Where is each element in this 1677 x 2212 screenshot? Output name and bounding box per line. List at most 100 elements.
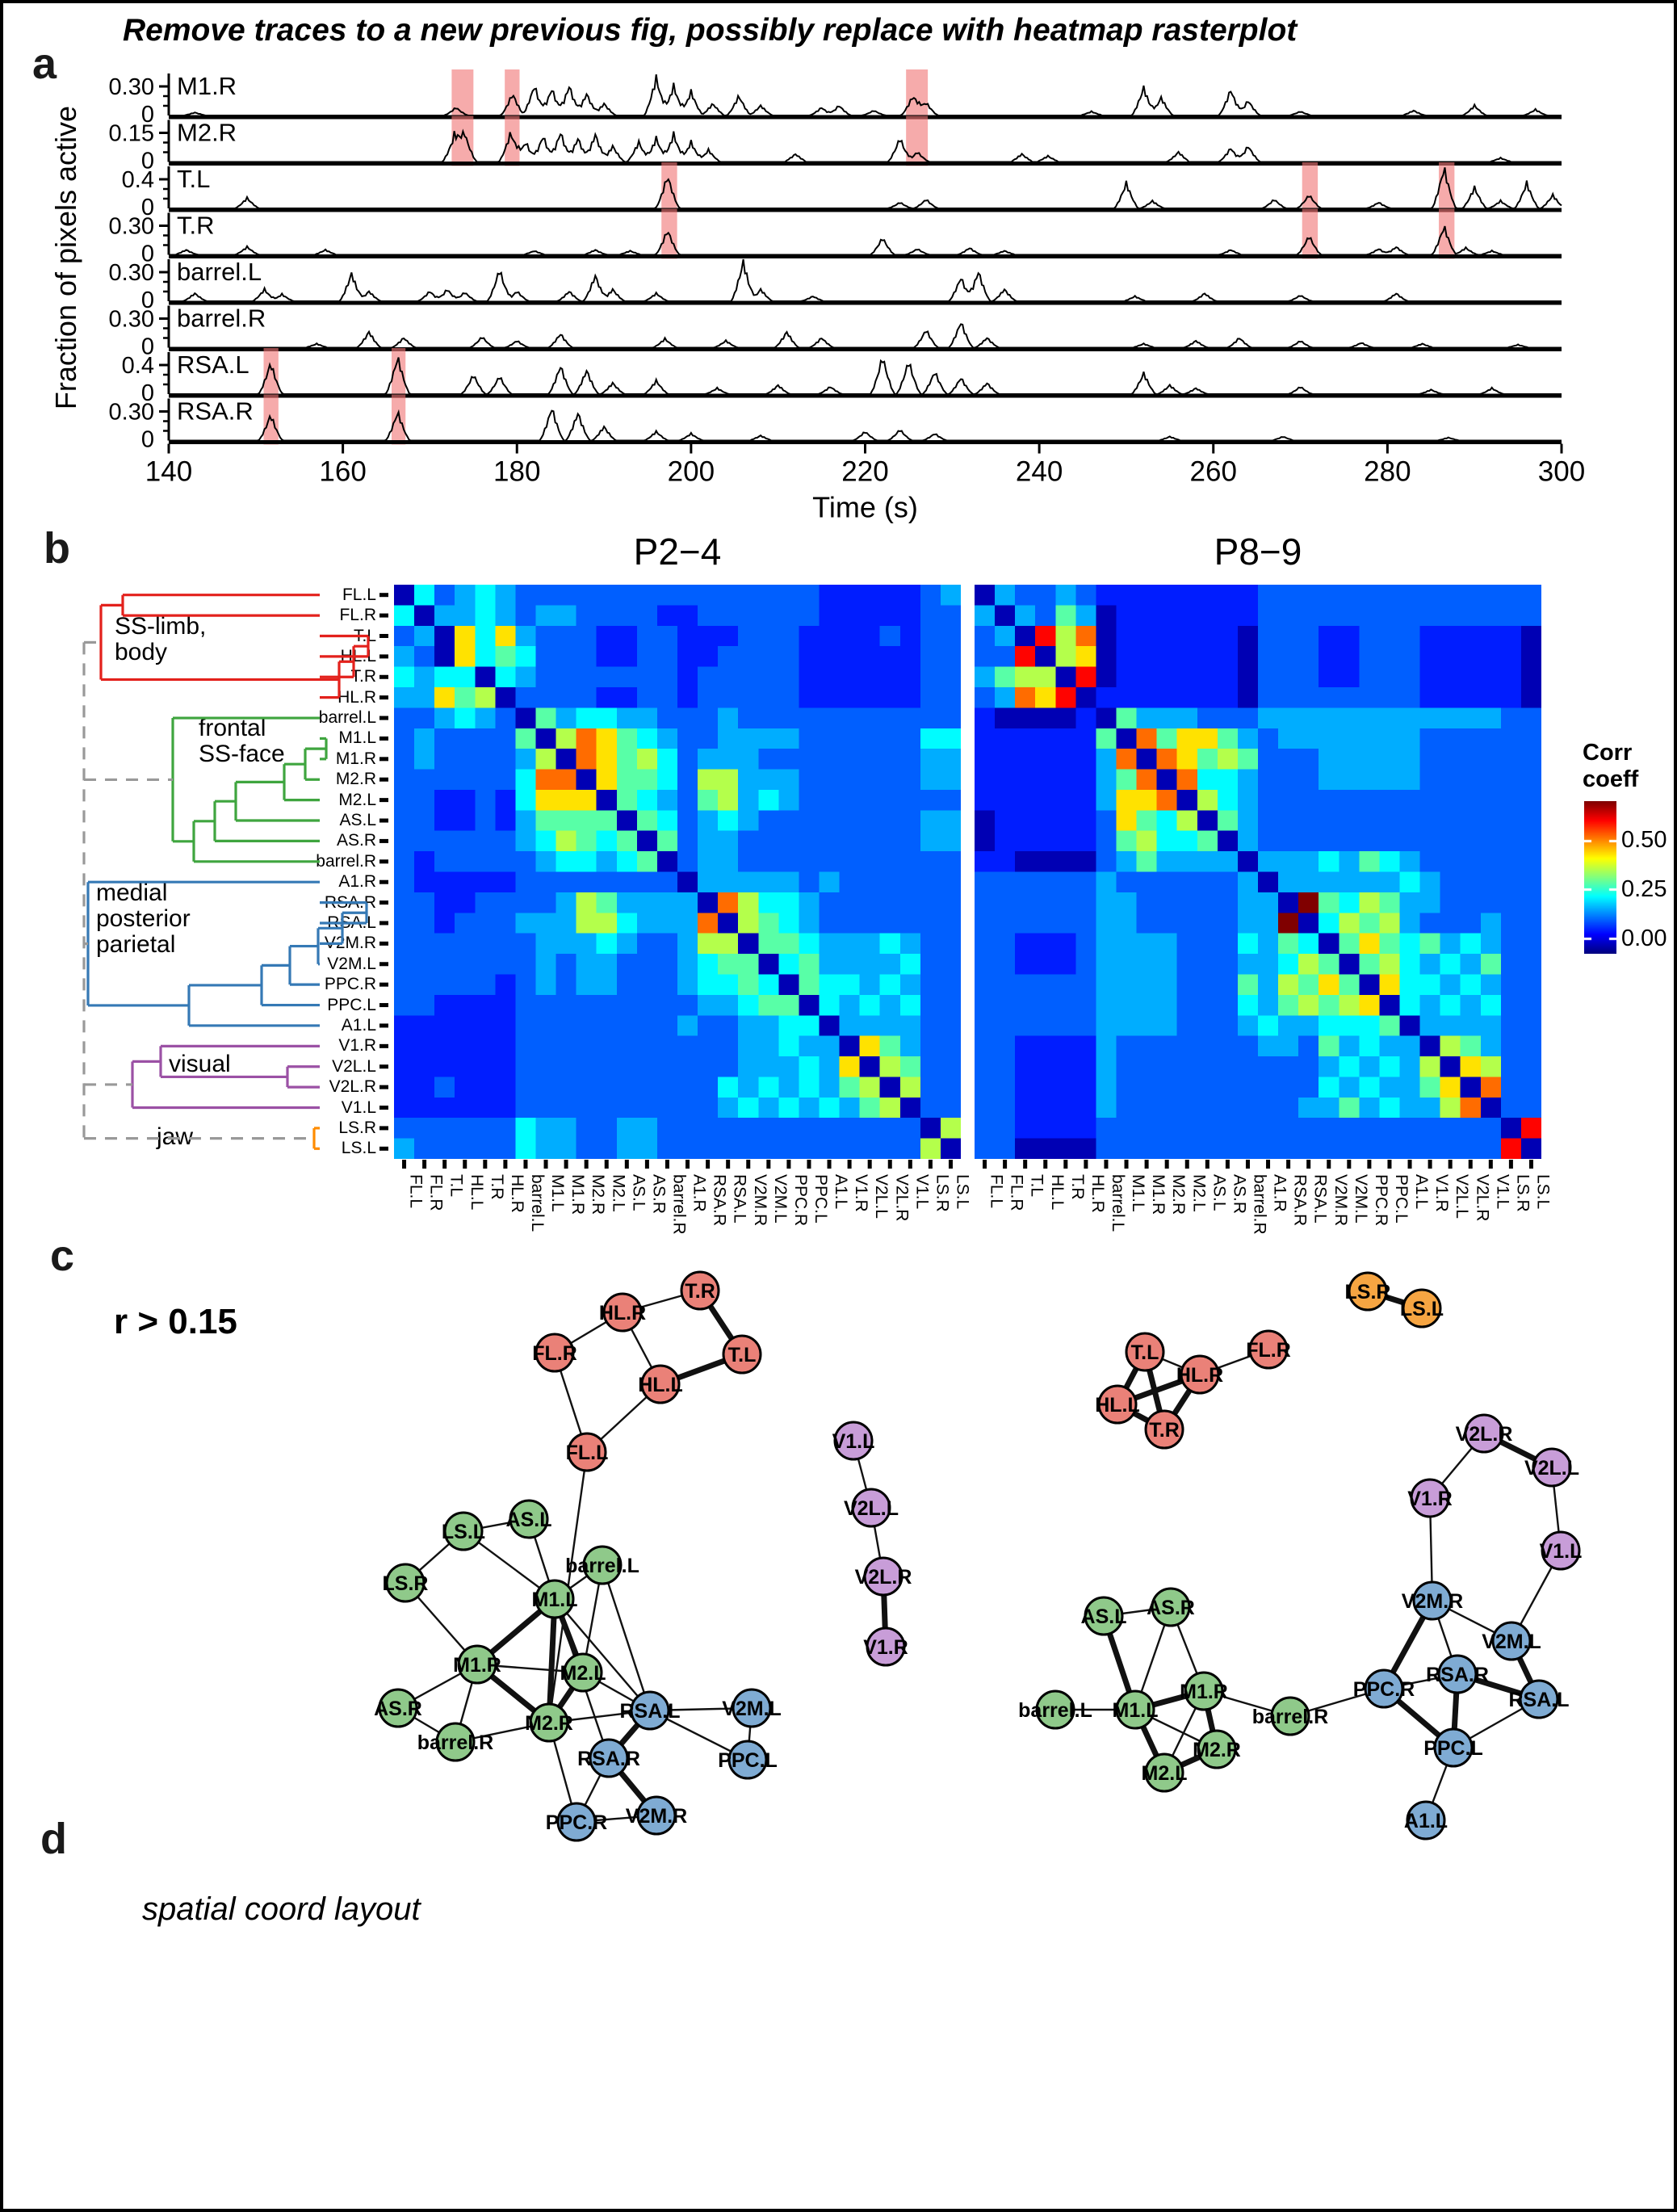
hm-row-tick — [379, 674, 388, 679]
trace-label-barrel.L: barrel.L — [177, 258, 262, 286]
hm-row-tick — [379, 798, 388, 803]
panel-a: 0.300M1.R0.150M2.R0.40T.L0.300T.R0.300ba… — [109, 69, 1585, 524]
hm-row-tick — [379, 777, 388, 782]
node-T.L — [722, 1334, 762, 1375]
trace-row-T.R: 0.300 T.R — [109, 208, 1562, 267]
hm-col-tick — [1306, 1160, 1311, 1169]
node-label-M2.L: M2.L — [1142, 1762, 1188, 1785]
node-label-V1.R: V1.R — [1407, 1488, 1453, 1510]
node-label-A1.L: A1.L — [1404, 1810, 1448, 1832]
colorbar-title: Corr coeff — [1583, 740, 1639, 793]
hm-col-tick — [1245, 1160, 1250, 1169]
hm-col-label-M1.R: M1.R — [568, 1174, 587, 1215]
hm-col-tick — [1003, 1160, 1008, 1169]
node-label-LS.L: LS.L — [1400, 1298, 1444, 1320]
node-label-V2M.L: V2M.L — [1482, 1631, 1541, 1653]
trace-line-M2.R — [169, 128, 1562, 163]
hm-col-label-V2M.L: V2M.L — [771, 1174, 790, 1224]
edge-barrel.L-RSA.L — [601, 1564, 652, 1711]
hm-row-label-barrel.R: barrel.R — [316, 851, 376, 871]
panel-a-xlabel: Time (s) — [812, 491, 918, 524]
node-HL.R — [602, 1292, 643, 1333]
trace-row-RSA.L: 0.40 RSA.L — [122, 348, 1562, 406]
edge-M1.L-M2.R — [546, 1598, 558, 1723]
panel-label-c: c — [50, 1232, 75, 1280]
node-LS.L — [443, 1511, 484, 1551]
hm-col-label-RSA.L: RSA.L — [1311, 1174, 1330, 1224]
hm-col-label-AS.R: AS.R — [1230, 1174, 1248, 1214]
hm-col-tick — [1448, 1160, 1453, 1169]
node-label-PPC.L: PPC.L — [1423, 1737, 1483, 1760]
hm-col-tick — [483, 1160, 488, 1169]
node-RSA.L — [1519, 1679, 1559, 1719]
hm-col-tick — [1205, 1160, 1210, 1169]
hm-col-tick — [1468, 1160, 1473, 1169]
node-FL.R — [535, 1333, 575, 1373]
hm-col-tick — [1528, 1160, 1533, 1169]
node-label-V2L.R: V2L.R — [1456, 1423, 1513, 1446]
node-label-FL.R: FL.R — [1246, 1339, 1291, 1362]
hm-col-tick — [887, 1160, 892, 1169]
trace-label-RSA.R: RSA.R — [177, 397, 254, 426]
node-V2M.R — [1412, 1580, 1453, 1621]
hm-row-label-LS.R: LS.R — [338, 1118, 376, 1137]
hm-row-tick — [379, 613, 388, 618]
node-AS.L — [1084, 1596, 1124, 1636]
hm-col-label-PPC.R: PPC.R — [791, 1174, 810, 1226]
hm-col-label-V2M.R: V2M.R — [1331, 1174, 1350, 1226]
node-label-RSA.L: RSA.L — [1509, 1689, 1570, 1711]
hm-row-tick — [379, 593, 388, 598]
ytick-zero: 0 — [141, 241, 154, 267]
hm-col-tick — [807, 1160, 811, 1169]
heatmap-title-P2-4: P2−4 — [633, 531, 722, 573]
node-label-AS.R: AS.R — [374, 1698, 422, 1720]
hm-col-tick — [1407, 1160, 1412, 1169]
node-label-V2L.R: V2L.R — [855, 1566, 912, 1589]
hm-col-label-V2L.L: V2L.L — [872, 1174, 891, 1219]
hm-col-label-RSA.R: RSA.R — [711, 1174, 729, 1226]
node-M1.R — [457, 1644, 497, 1685]
hm-row-tick — [379, 716, 388, 720]
hm-col-tick — [1327, 1160, 1331, 1169]
trace-line-T.L — [169, 167, 1562, 209]
hm-row-label-V1.R: V1.R — [338, 1036, 376, 1056]
trace-label-barrel.R: barrel.R — [177, 304, 266, 333]
hm-col-label-AS.L: AS.L — [1210, 1174, 1228, 1211]
node-V1.R — [866, 1626, 906, 1667]
node-label-V2M.R: V2M.R — [1402, 1590, 1463, 1613]
node-label-V2L.L: V2L.L — [844, 1497, 899, 1520]
node-V2L.R — [863, 1556, 903, 1597]
hm-col-tick — [1367, 1160, 1372, 1169]
hm-col-tick — [624, 1160, 629, 1169]
hm-row-label-M2.R: M2.R — [335, 770, 376, 789]
graph-P2-4: T.R HL.R FL.R T.L HL.L FL.L AS.L LS.L barrel.L LS… — [374, 1270, 912, 1842]
node-barrel.L — [582, 1545, 623, 1585]
cluster-label-face: frontal SS-face — [199, 715, 285, 767]
hm-col-tick — [867, 1160, 872, 1169]
hm-col-tick — [983, 1160, 987, 1169]
trace-row-M1.R: 0.300 M1.R — [109, 69, 1562, 128]
hm-col-tick — [1428, 1160, 1432, 1169]
node-label-LS.L: LS.L — [442, 1521, 485, 1543]
hm-col-tick — [1124, 1160, 1129, 1169]
node-label-T.R: T.R — [1149, 1419, 1180, 1442]
hm-row-tick — [379, 1043, 388, 1048]
node-M2.R — [1197, 1729, 1237, 1769]
highlight-band — [451, 69, 474, 120]
node-M1.R — [1184, 1671, 1224, 1711]
ytick-zero: 0 — [141, 288, 154, 313]
hm-col-label-A1.R: A1.R — [690, 1174, 709, 1212]
node-label-V1.L: V1.L — [832, 1430, 875, 1453]
hm-row-tick — [379, 633, 388, 638]
node-label-RSA.R: RSA.R — [1426, 1664, 1489, 1686]
node-M2.L — [563, 1652, 603, 1693]
highlight-band — [1302, 162, 1319, 212]
colorbar-tick-050: 0.50 — [1621, 827, 1667, 853]
dendrogram — [82, 594, 370, 1150]
colorbar-tick-025: 0.25 — [1621, 876, 1667, 902]
hm-row-label-M1.R: M1.R — [335, 749, 376, 768]
trace-row-RSA.R: 0.300 RSA.R — [109, 394, 1562, 453]
cluster-label-limb: SS-limb, body — [115, 613, 207, 665]
hm-col-tick — [1225, 1160, 1230, 1169]
